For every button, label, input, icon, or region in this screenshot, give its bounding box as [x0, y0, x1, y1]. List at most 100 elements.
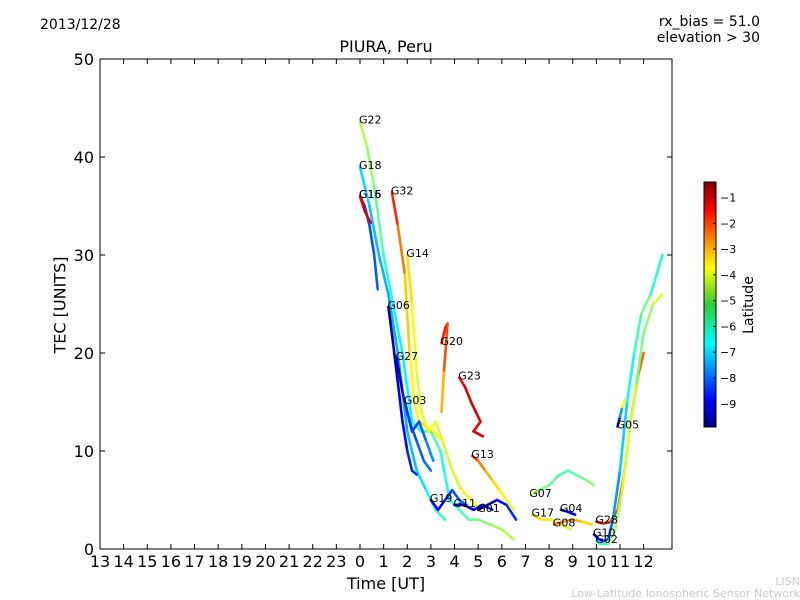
series-segment	[396, 224, 407, 276]
series-segment	[460, 488, 473, 502]
x-tick-label: 0	[355, 552, 365, 571]
y-tick-label: 40	[74, 148, 94, 167]
series-segment	[531, 513, 544, 521]
series-segment	[365, 145, 376, 188]
series-segment	[505, 498, 515, 512]
credit-line-2: Low-Latitude Ionospheric Sensor Network	[571, 587, 800, 600]
series-segment	[439, 449, 452, 502]
x-tick-label: 16	[161, 552, 181, 571]
series-segment	[606, 528, 617, 546]
x-tick-label: 23	[326, 552, 346, 571]
parameters-label: rx_bias = 51.0 elevation > 30	[657, 14, 760, 46]
series-segment	[606, 518, 615, 541]
series-g20	[440, 322, 449, 414]
series-g03	[403, 400, 435, 463]
series-segment	[552, 520, 565, 526]
x-tick-label: 21	[279, 552, 299, 571]
series-segment	[424, 439, 435, 463]
x-tick-label: 2	[402, 552, 412, 571]
satellite-label: G15	[359, 188, 382, 201]
series-segment	[472, 420, 482, 433]
satellite-label: G28	[595, 514, 618, 527]
series-segment	[395, 356, 404, 394]
rx-bias-label: rx_bias = 51.0	[658, 14, 760, 30]
series-segment	[372, 253, 380, 291]
series-segment	[498, 488, 508, 502]
series-segment	[403, 400, 414, 433]
series-segment	[486, 498, 499, 507]
series-g18	[358, 165, 447, 521]
x-tick-label: 10	[586, 552, 606, 571]
series-segment	[618, 400, 629, 472]
series-segment	[651, 292, 664, 306]
series-segment	[639, 292, 653, 316]
satellite-label: G07	[529, 487, 552, 500]
series-segment	[483, 469, 494, 482]
y-tick-label: 0	[84, 540, 94, 559]
series-segment	[358, 194, 367, 213]
x-tick-label: 8	[544, 552, 554, 571]
series-g22	[358, 120, 515, 541]
series-segment	[372, 185, 385, 257]
y-tick-label: 10	[74, 442, 94, 461]
series-segment	[621, 430, 631, 492]
colorbar-tick-label: −5	[720, 295, 736, 308]
series-segment	[377, 253, 390, 296]
series-segment	[476, 459, 487, 472]
series-segment	[618, 405, 624, 419]
satellite-label: G11	[454, 497, 477, 510]
series-segment	[422, 459, 433, 472]
series-segment	[469, 400, 478, 414]
colorbar-tick-label: −7	[720, 346, 736, 359]
satellite-label: G05	[617, 419, 640, 432]
series-segment	[368, 204, 381, 257]
series-segment	[410, 469, 419, 476]
series-segment	[462, 503, 475, 512]
x-tick-label: 12	[633, 552, 653, 571]
series-segment	[628, 381, 638, 433]
axis-ticks: 13 14 15 16 17 18 19 20 21 22 23 0 1 2 3 4 5 6 7 8 9 10 11 1201…	[74, 50, 672, 571]
series-segment	[387, 305, 395, 345]
series-segment	[505, 503, 518, 521]
series-segment	[405, 430, 419, 472]
series-segment	[559, 523, 572, 531]
colorbar-ticks: −1 −2 −3 −4 −5 −6 −7 −8 −9	[713, 191, 736, 411]
x-tick-label: 4	[449, 552, 459, 571]
series-segment	[649, 253, 664, 296]
series-segment	[488, 523, 504, 531]
series-segment	[561, 518, 575, 523]
elevation-label: elevation > 30	[656, 30, 760, 46]
x-tick-label: 18	[208, 552, 228, 571]
y-tick-label: 20	[74, 344, 94, 363]
satellite-label: G27	[396, 350, 419, 363]
series-segment	[443, 488, 454, 502]
series-segment	[476, 518, 492, 526]
series-g19	[429, 488, 468, 512]
series-segment	[621, 398, 627, 409]
x-tick-label: 15	[137, 552, 157, 571]
series-segment	[390, 191, 400, 227]
series-segment	[632, 312, 643, 355]
series-segment	[410, 302, 419, 374]
series-segment	[391, 341, 400, 384]
series-segment	[427, 420, 437, 433]
series-segment	[528, 488, 541, 497]
x-tick-label: 7	[520, 552, 530, 571]
series-segment	[436, 498, 447, 512]
series-segment	[450, 469, 463, 492]
series-segment	[635, 332, 645, 384]
series-segment	[474, 410, 482, 423]
y-tick-label: 30	[74, 246, 94, 265]
series-g14	[405, 253, 445, 443]
satellite-label: G18	[359, 159, 382, 172]
date-label: 2013/12/28	[40, 17, 121, 33]
x-tick-label: 19	[232, 552, 252, 571]
series-segment	[387, 292, 400, 355]
x-tick-label: 22	[303, 552, 323, 571]
series-segment	[457, 508, 471, 521]
chart-title: PIURA, Peru	[339, 37, 433, 56]
series-segment	[403, 273, 411, 355]
credit: LISN Low-Latitude Ionospheric Sensor Net…	[571, 576, 800, 600]
series-segment	[616, 415, 622, 428]
